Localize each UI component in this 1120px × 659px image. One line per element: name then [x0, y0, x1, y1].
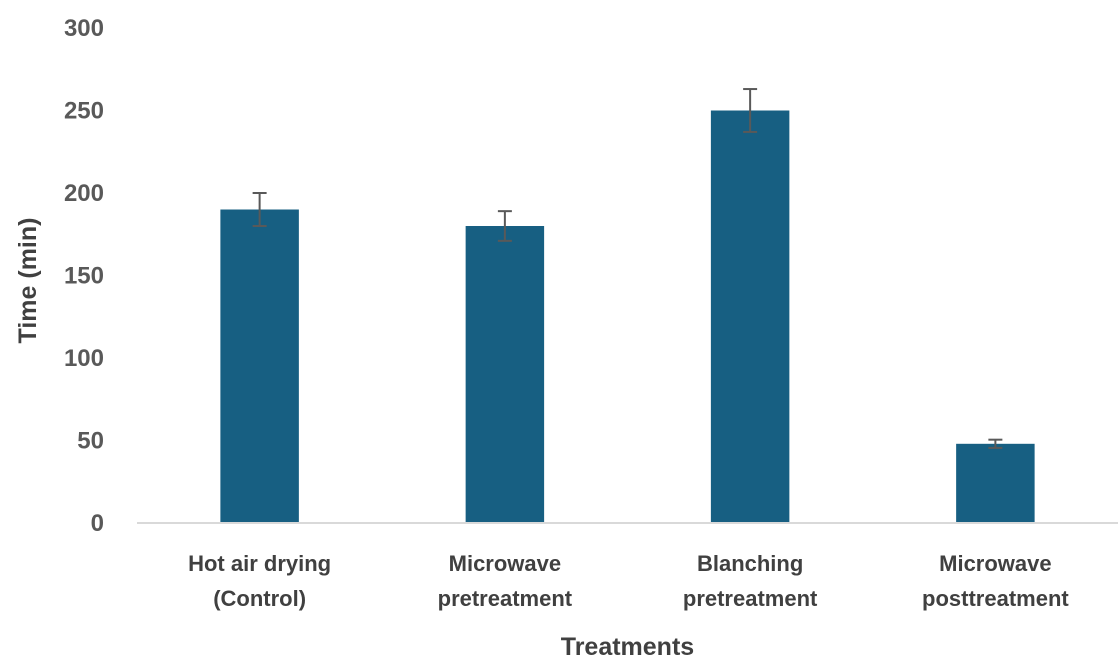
x-tick-label-line: pretreatment — [438, 586, 573, 611]
y-tick-label: 300 — [64, 15, 104, 42]
error-bars — [252, 88, 1003, 449]
y-axis-title: Time (min) — [14, 218, 42, 344]
x-tick-label-line: posttreatment — [922, 586, 1069, 611]
y-tick-label: 100 — [64, 345, 104, 372]
x-axis-category-labels: Hot air drying (Control) Microwave pretreat… — [188, 551, 1069, 611]
x-tick-label-line: pretreatment — [683, 586, 818, 611]
x-tick-label-line: Hot air drying — [188, 551, 331, 576]
x-tick-label-line: Microwave — [449, 551, 562, 576]
bar — [465, 226, 545, 523]
bar — [710, 110, 790, 523]
x-tick-label: Hot air drying (Control) — [188, 551, 331, 611]
bar — [220, 209, 299, 523]
x-tick-label: Microwave posttreatment — [922, 551, 1069, 611]
error-bar — [252, 192, 267, 227]
error-bar — [497, 210, 512, 242]
y-tick-label: 250 — [64, 98, 104, 125]
x-tick-label: Blanching pretreatment — [683, 551, 818, 611]
bars — [220, 110, 1035, 523]
x-tick-label: Microwave pretreatment — [438, 551, 573, 611]
x-tick-label-line: Blanching — [697, 551, 803, 576]
x-axis-title: Treatments — [561, 633, 694, 659]
error-bar — [743, 88, 758, 133]
y-tick-label: 0 — [91, 510, 104, 537]
x-tick-label-line: (Control) — [213, 586, 306, 611]
x-tick-label-line: Microwave — [939, 551, 1052, 576]
y-tick-label: 200 — [64, 180, 104, 207]
error-bar — [988, 438, 1003, 449]
bar — [956, 443, 1035, 523]
y-tick-label: 150 — [64, 263, 104, 290]
y-axis-ticks: 0 50 100 150 200 250 300 — [64, 15, 104, 537]
y-tick-label: 50 — [77, 428, 104, 455]
